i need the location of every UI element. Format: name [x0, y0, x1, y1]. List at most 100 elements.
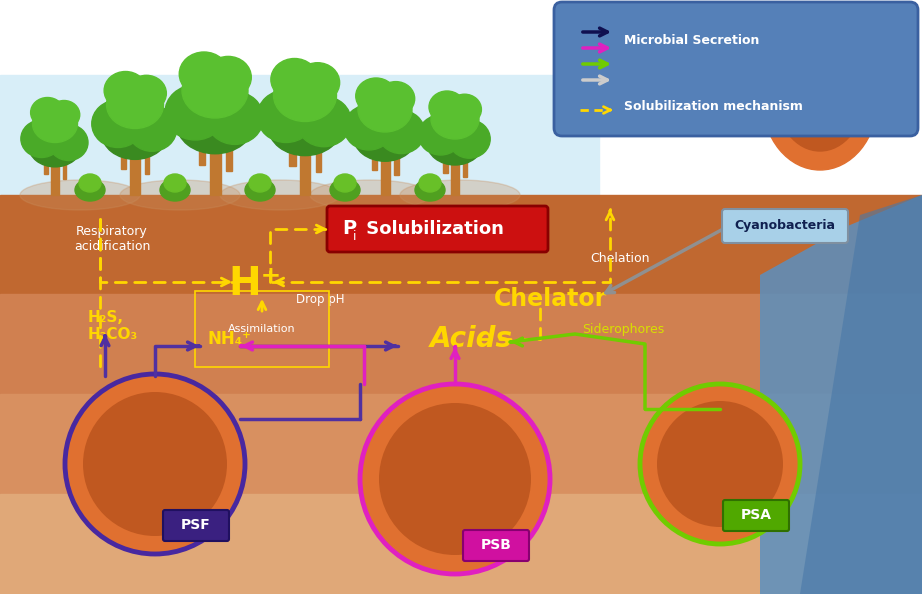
Bar — [451, 151, 459, 195]
Ellipse shape — [415, 179, 445, 201]
Text: i: i — [353, 229, 357, 242]
Ellipse shape — [127, 106, 177, 151]
Bar — [0, 195, 922, 594]
Ellipse shape — [165, 85, 226, 140]
Ellipse shape — [356, 78, 396, 114]
Ellipse shape — [431, 99, 479, 139]
FancyBboxPatch shape — [554, 2, 918, 136]
Text: P: P — [342, 220, 356, 239]
Bar — [0, 494, 922, 594]
Ellipse shape — [20, 180, 140, 210]
Text: Acids: Acids — [430, 325, 513, 353]
Bar — [315, 140, 321, 172]
Bar — [226, 138, 231, 171]
Ellipse shape — [353, 112, 417, 161]
Ellipse shape — [274, 69, 337, 122]
Ellipse shape — [762, 30, 878, 170]
Bar — [63, 156, 66, 179]
Bar — [43, 148, 48, 175]
Ellipse shape — [344, 105, 394, 150]
Text: Solubilization mechanism: Solubilization mechanism — [624, 100, 803, 112]
Text: PSB: PSB — [480, 538, 512, 552]
Ellipse shape — [32, 105, 77, 143]
Circle shape — [379, 403, 531, 555]
Bar — [52, 154, 59, 195]
Ellipse shape — [160, 179, 190, 201]
Ellipse shape — [104, 71, 147, 109]
Ellipse shape — [377, 81, 415, 116]
Ellipse shape — [29, 125, 81, 167]
Text: Chelation: Chelation — [590, 252, 650, 266]
Ellipse shape — [205, 56, 252, 98]
Text: Microbial Secretion: Microbial Secretion — [624, 33, 760, 46]
Ellipse shape — [419, 115, 463, 155]
Polygon shape — [760, 195, 922, 594]
Ellipse shape — [776, 39, 864, 151]
Ellipse shape — [296, 63, 339, 103]
Ellipse shape — [429, 91, 465, 123]
Ellipse shape — [419, 174, 441, 192]
FancyBboxPatch shape — [463, 530, 529, 561]
Ellipse shape — [448, 94, 481, 125]
Ellipse shape — [182, 63, 248, 118]
Text: NH₄⁺: NH₄⁺ — [207, 330, 251, 348]
Bar — [0, 394, 922, 594]
Circle shape — [83, 392, 227, 536]
Ellipse shape — [245, 179, 275, 201]
Text: Siderophores: Siderophores — [582, 323, 664, 336]
FancyBboxPatch shape — [163, 510, 229, 541]
Text: Respiratory
acidification: Respiratory acidification — [74, 225, 150, 253]
Ellipse shape — [297, 96, 351, 147]
Bar — [121, 135, 126, 169]
Ellipse shape — [207, 91, 264, 144]
Circle shape — [65, 374, 245, 554]
Ellipse shape — [176, 93, 254, 154]
Ellipse shape — [310, 180, 430, 210]
Text: Cyanobacteria: Cyanobacteria — [735, 220, 835, 232]
Ellipse shape — [101, 107, 168, 159]
Ellipse shape — [179, 52, 229, 96]
Text: Solubilization: Solubilization — [360, 220, 504, 238]
Ellipse shape — [107, 81, 163, 128]
Bar — [130, 143, 140, 195]
Circle shape — [360, 384, 550, 574]
Text: H⁺: H⁺ — [229, 265, 281, 303]
Bar — [0, 75, 599, 195]
Ellipse shape — [164, 174, 186, 192]
Bar — [290, 129, 296, 166]
Ellipse shape — [48, 100, 79, 129]
Text: H₂S,
H₂CO₃: H₂S, H₂CO₃ — [88, 310, 138, 342]
Bar — [463, 153, 467, 178]
Ellipse shape — [21, 120, 62, 157]
Ellipse shape — [120, 180, 240, 210]
Ellipse shape — [400, 180, 520, 210]
Ellipse shape — [334, 174, 356, 192]
Bar — [381, 146, 389, 195]
Bar — [443, 145, 448, 173]
Text: Chelator: Chelator — [493, 287, 607, 311]
FancyBboxPatch shape — [723, 500, 789, 531]
Ellipse shape — [30, 97, 65, 128]
Ellipse shape — [249, 174, 271, 192]
Ellipse shape — [330, 179, 360, 201]
Bar — [0, 0, 922, 195]
Bar — [209, 134, 220, 195]
Ellipse shape — [220, 180, 340, 210]
Ellipse shape — [378, 110, 425, 154]
Text: Drop pH: Drop pH — [296, 292, 344, 305]
Text: PSF: PSF — [181, 518, 211, 532]
Bar — [372, 139, 377, 170]
Circle shape — [640, 384, 800, 544]
Ellipse shape — [75, 179, 105, 201]
Bar — [198, 127, 205, 165]
Ellipse shape — [358, 87, 412, 132]
Bar — [394, 148, 398, 175]
Text: Assimilation: Assimilation — [228, 324, 296, 334]
Text: PSA: PSA — [740, 508, 772, 522]
Ellipse shape — [449, 120, 491, 158]
Ellipse shape — [126, 75, 166, 112]
FancyBboxPatch shape — [722, 209, 848, 243]
Bar — [145, 146, 149, 174]
Ellipse shape — [271, 58, 318, 100]
Ellipse shape — [427, 121, 483, 165]
